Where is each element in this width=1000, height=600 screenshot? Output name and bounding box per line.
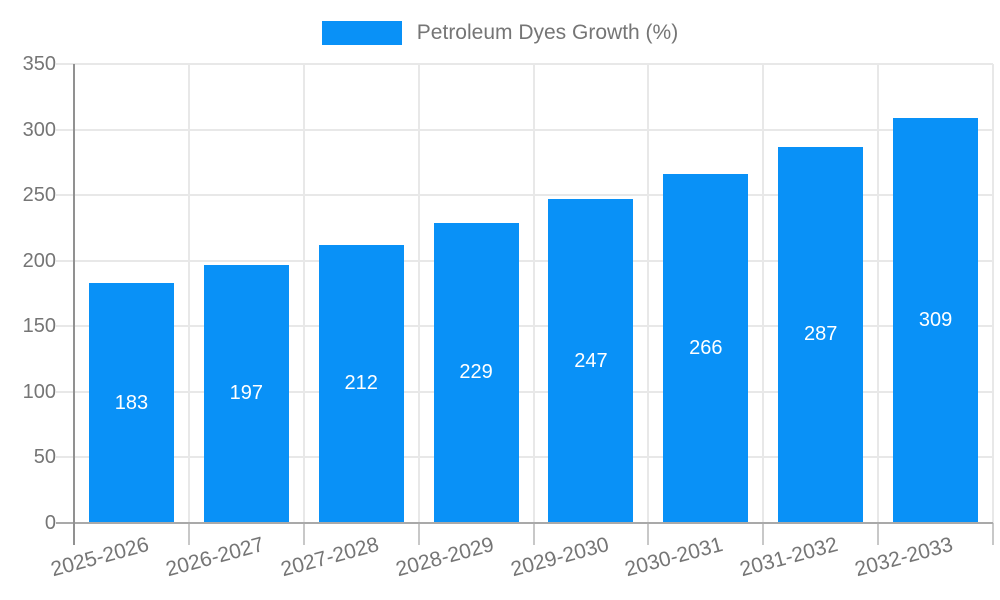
y-axis-tick-label: 250 [22,184,56,207]
x-axis-category-label: 2032-2033 [852,533,956,582]
y-axis-tick-label: 50 [33,446,56,469]
x-axis-category-label: 2031-2032 [737,533,841,582]
y-gridline [56,259,993,262]
legend[interactable]: Petroleum Dyes Growth (%) [0,21,1000,45]
x-axis-tick [647,523,650,545]
x-axis-tick [992,523,994,545]
bar-2025-2026[interactable]: 183 [88,283,174,523]
bar-value-label: 266 [689,337,723,360]
bar-2032-2033[interactable]: 309 [893,117,979,523]
x-axis-tick [302,523,305,545]
x-gridline [647,64,650,523]
y-gridline [56,390,993,393]
x-gridline [532,64,535,523]
x-axis-category-label: 2026-2027 [163,533,267,582]
x-axis-tick [762,523,765,545]
x-gridline [877,64,880,523]
y-axis-tick-label: 100 [22,380,56,403]
y-gridline [56,194,993,197]
bar-value-label: 309 [918,308,953,331]
bar-value-label: 183 [114,391,149,414]
y-gridline [56,456,993,459]
x-axis-category-label: 2030-2031 [622,533,726,582]
bar-2027-2028[interactable]: 212 [318,244,404,523]
y-axis-tick-label: 150 [22,315,56,338]
x-axis-category-label: 2027-2028 [278,533,382,582]
bar-value-label: 247 [574,349,608,372]
x-axis-category-label: 2028-2029 [393,533,497,582]
y-gridline [56,63,993,65]
y-axis-tick-label: 200 [22,249,56,272]
x-axis-category-label: 2025-2026 [48,533,152,582]
bar-2028-2029[interactable]: 229 [433,222,519,523]
bar-value-label: 212 [344,372,378,395]
bar-value-label: 197 [229,382,263,405]
x-gridline [302,64,305,523]
x-gridline [762,64,765,523]
y-axis-tick-label: 300 [22,118,56,141]
x-gridline [187,64,190,523]
y-gridline [56,128,993,131]
x-axis-tick [877,523,880,545]
x-gridline [992,64,994,523]
x-axis-tick [532,523,535,545]
y-gridline [56,325,993,328]
legend-label: Petroleum Dyes Growth (%) [416,21,679,44]
bar-2026-2027[interactable]: 197 [203,264,289,523]
x-axis-category-label: 2029-2030 [507,533,611,582]
y-axis-tick-label: 0 [44,512,56,534]
x-gridline [417,64,420,523]
bar-value-label: 287 [804,323,838,346]
bar-value-label: 229 [459,361,493,384]
bar-2029-2030[interactable]: 247 [548,199,634,523]
y-axis-tick-label: 350 [22,53,56,75]
plot-area: 183 197 212 229 247 266 287 309 [56,63,994,545]
x-axis-tick [417,523,420,545]
x-axis-tick [187,523,190,545]
legend-swatch [321,21,402,45]
y-axis-line [73,64,75,545]
bar-2030-2031[interactable]: 266 [663,174,749,523]
bar-2031-2032[interactable]: 287 [778,146,864,523]
x-axis-line [56,522,993,524]
